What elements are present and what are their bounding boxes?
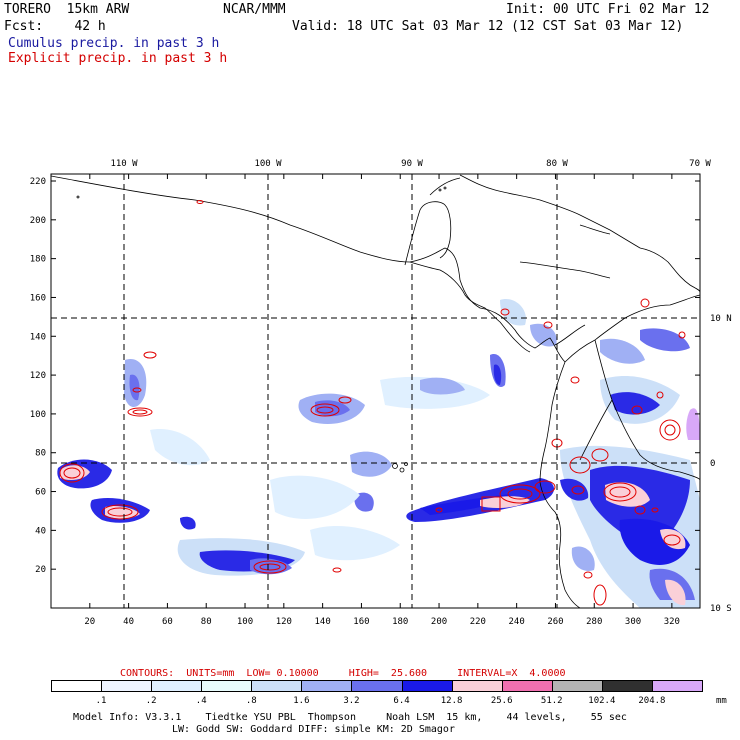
colorbar-swatch — [251, 680, 303, 692]
y-tick-label: 140 — [30, 332, 46, 342]
plot-frame — [50, 173, 701, 609]
x-tick-label: 60 — [162, 617, 173, 627]
x-tick-label: 180 — [392, 617, 408, 627]
model-info: Model Info: V3.3.1 Tiedtke YSU PBL Thomp… — [73, 712, 627, 723]
colorbar-swatch — [201, 680, 253, 692]
lat-label: 10 N — [710, 314, 732, 324]
x-tick-label: 280 — [586, 617, 602, 627]
y-tick-label: 200 — [30, 216, 46, 226]
colorbar-label: .4 — [195, 696, 207, 706]
colorbar-label: 3.2 — [343, 696, 360, 706]
x-tick-label: 20 — [84, 617, 95, 627]
colorbar-label: .2 — [145, 696, 157, 706]
x-tick-label: 300 — [625, 617, 641, 627]
y-tick-label: 60 — [35, 488, 46, 498]
x-tick-label: 40 — [123, 617, 134, 627]
x-tick-label: 120 — [276, 617, 292, 627]
x-tick-label: 160 — [353, 617, 369, 627]
colorbar-swatch — [51, 680, 103, 692]
lon-label: 110 W — [110, 159, 138, 169]
colorbar-swatch — [501, 680, 553, 692]
colorbar-label: .1 — [95, 696, 107, 706]
colorbar-swatch — [601, 680, 653, 692]
colorbar-label: 204.8 — [638, 696, 666, 706]
colorbar-swatch — [301, 680, 353, 692]
colorbar-swatch — [551, 680, 603, 692]
lon-label: 90 W — [401, 159, 423, 169]
y-tick-label: 120 — [30, 371, 46, 381]
y-tick-label: 20 — [35, 565, 46, 575]
init-time: Init: 00 UTC Fri 02 Mar 12 — [506, 2, 710, 17]
y-tick-label: 100 — [30, 410, 46, 420]
org-label: NCAR/MMM — [223, 2, 286, 17]
lon-label: 100 W — [254, 159, 282, 169]
colorbar-unit: mm — [716, 696, 727, 706]
physics-info: LW: Godd SW: Goddard DIFF: simple KM: 2D… — [172, 724, 455, 735]
y-tick-label: 180 — [30, 255, 46, 265]
colorbar-label: 6.4 — [393, 696, 410, 706]
x-tick-label: 200 — [431, 617, 447, 627]
colorbar-label: 12.8 — [440, 696, 463, 706]
colorbar-label: 102.4 — [588, 696, 616, 706]
colorbar-swatch — [451, 680, 503, 692]
colorbar-swatch — [151, 680, 203, 692]
colorbar-label: .8 — [245, 696, 257, 706]
colorbar-swatch — [101, 680, 153, 692]
model-title: TORERO 15km ARW — [4, 2, 130, 17]
islands — [76, 186, 447, 473]
forecast-hour: Fcst: 42 h — [4, 19, 106, 34]
x-tick-label: 320 — [664, 617, 680, 627]
colorbar-swatch — [401, 680, 453, 692]
coastlines — [51, 174, 700, 608]
latlon-grid — [51, 174, 700, 608]
y-tick-label: 80 — [35, 449, 46, 459]
y-tick-label: 160 — [30, 293, 46, 303]
valid-time: Valid: 18 UTC Sat 03 Mar 12 (12 CST Sat … — [292, 19, 684, 34]
colorbar-label: 25.6 — [490, 696, 513, 706]
lon-label: 70 W — [689, 159, 711, 169]
lat-label: 10 S — [710, 604, 732, 614]
precip-shading — [57, 299, 700, 608]
colorbar-label: 51.2 — [540, 696, 563, 706]
x-tick-label: 80 — [201, 617, 212, 627]
x-tick-label: 240 — [509, 617, 525, 627]
x-tick-label: 260 — [547, 617, 563, 627]
x-tick-label: 100 — [237, 617, 253, 627]
colorbar-swatch — [351, 680, 403, 692]
explicit-legend: Explicit precip. in past 3 h — [8, 51, 228, 66]
colorbar-swatch — [651, 680, 703, 692]
cumulus-legend: Cumulus precip. in past 3 h — [8, 36, 220, 51]
y-tick-label: 220 — [30, 177, 46, 187]
axes: 20 40 60 80 100 120 140 160 180 200 220 240 260 280 30… — [30, 159, 732, 627]
x-tick-label: 140 — [314, 617, 330, 627]
y-tick-label: 40 — [35, 526, 46, 536]
colorbar-label: 1.6 — [293, 696, 310, 706]
lon-label: 80 W — [546, 159, 568, 169]
lat-label: 0 — [710, 459, 715, 469]
x-tick-label: 220 — [470, 617, 486, 627]
contours-info: CONTOURS: UNITS=mm LOW= 0.10000 HIGH= 25… — [120, 668, 566, 679]
